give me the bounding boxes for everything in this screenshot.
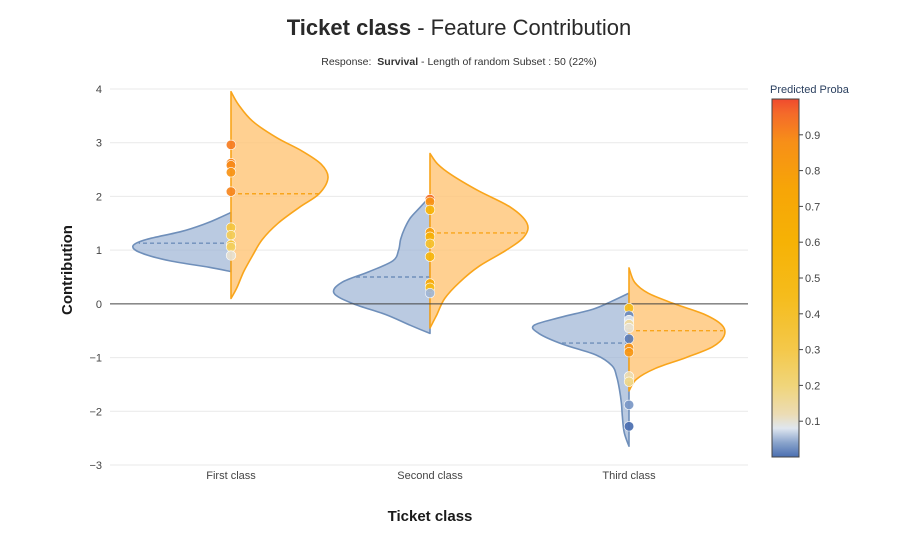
data-point — [424, 238, 436, 249]
violins — [132, 90, 726, 447]
data-point — [424, 288, 436, 299]
chart-title-rest: - Feature Contribution — [411, 15, 631, 40]
colorbar-tick-label: 0.9 — [805, 130, 820, 142]
colorbar-tick-label: 0.1 — [805, 416, 820, 428]
data-point — [623, 399, 635, 410]
y-tick-label: 1 — [96, 245, 102, 257]
x-tick-label: First class — [206, 470, 256, 482]
y-tick-label: −2 — [89, 406, 102, 418]
colorbar-tick-label: 0.6 — [805, 237, 820, 249]
data-point — [225, 250, 237, 261]
data-point — [623, 322, 635, 334]
data-point — [623, 421, 635, 432]
chart-title-bold: Ticket class — [287, 15, 411, 40]
data-point — [424, 251, 436, 262]
violin-right-half — [230, 90, 329, 300]
colorbar — [771, 98, 800, 458]
violin-right-half — [429, 152, 529, 329]
x-tick-label: Third class — [602, 470, 656, 482]
x-axis-title: Ticket class — [388, 508, 473, 525]
colorbar-ticks: 0.9 0.8 0.7 0.6 0.5 0.4 0.3 0.2 0.1 — [799, 130, 820, 428]
data-point — [225, 230, 237, 241]
data-point — [623, 347, 635, 358]
violin-left-half — [132, 211, 232, 273]
subtitle-response: Survival — [377, 56, 418, 68]
data-point — [225, 186, 237, 197]
y-tick-label: −1 — [89, 353, 102, 365]
subtitle-rest: - Length of random Subset : 50 (22%) — [418, 56, 597, 68]
violin-left-half — [531, 292, 630, 447]
colorbar-tick-label: 0.7 — [805, 201, 820, 213]
data-point — [424, 204, 436, 215]
y-tick-label: 2 — [96, 191, 102, 203]
x-tick-label: Second class — [397, 470, 463, 482]
colorbar-tick-label: 0.8 — [805, 166, 820, 178]
data-point — [225, 139, 237, 150]
y-tick-label: 4 — [96, 84, 102, 96]
colorbar-tick-label: 0.4 — [805, 309, 820, 321]
violin-left-half — [332, 195, 431, 335]
y-axis-title: Contribution — [59, 225, 76, 315]
subtitle-prefix: Response: — [321, 56, 377, 68]
data-point — [225, 167, 237, 178]
x-axis-ticks: First class Second class Third class — [206, 470, 656, 482]
colorbar-tick-label: 0.3 — [805, 345, 820, 357]
data-point — [623, 376, 635, 387]
data-point — [225, 241, 237, 253]
y-tick-label: −3 — [89, 460, 102, 472]
data-point — [623, 333, 635, 344]
data-points — [225, 139, 635, 432]
chart-title: Ticket class - Feature Contribution — [287, 15, 631, 40]
colorbar-tick-label: 0.2 — [805, 380, 820, 392]
violin-right-half — [628, 267, 726, 392]
colorbar-tick-label: 0.5 — [805, 273, 820, 285]
chart-subtitle: Response: Survival - Length of random Su… — [321, 56, 597, 68]
y-tick-label: 3 — [96, 138, 102, 150]
y-axis-ticks: 4 3 2 1 0 −1 −2 −3 — [89, 84, 102, 472]
colorbar-title: Predicted Proba — [770, 84, 850, 96]
y-tick-label: 0 — [96, 299, 102, 311]
